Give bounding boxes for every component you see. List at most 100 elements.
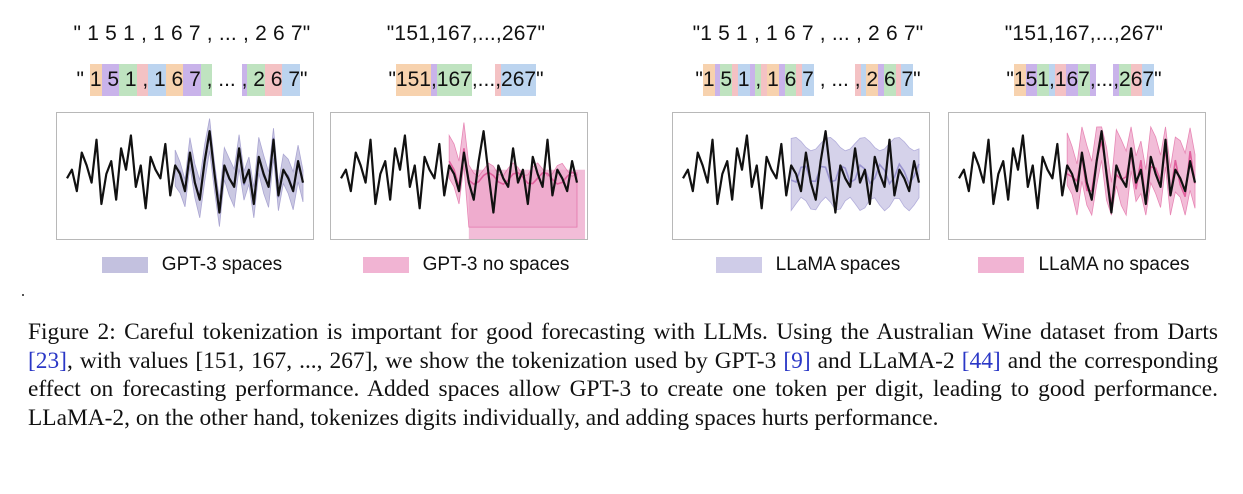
token xyxy=(714,64,721,96)
token: " xyxy=(913,68,921,91)
token: " xyxy=(1006,68,1014,91)
token xyxy=(796,64,803,96)
legend-label: GPT-3 spaces xyxy=(161,254,283,275)
token: , xyxy=(241,64,248,96)
token: 6 xyxy=(165,64,184,96)
caption-text: Careful tokenization is important for go… xyxy=(115,319,1218,345)
token xyxy=(895,64,902,96)
token: " xyxy=(300,68,308,91)
panel-gpt3-no-spaces: "151,167,...,267" " 151, 167,..., 267 " GPT-… xyxy=(326,0,606,290)
token xyxy=(761,64,768,96)
citation-link[interactable]: [23] xyxy=(28,347,67,374)
token-row: "151,167,...,267" xyxy=(326,64,606,96)
token: 1 xyxy=(767,64,779,96)
token: , xyxy=(854,64,861,96)
token: 167 xyxy=(436,64,472,96)
token: ... xyxy=(1095,68,1114,91)
token: 6 xyxy=(264,64,283,96)
forecast-plot xyxy=(672,112,930,240)
panel-gpt3-spaces: " 1 5 1 , 1 6 7 , ... , 2 6 7" " 1 5 1 ,… xyxy=(52,0,332,290)
token: , xyxy=(813,68,826,91)
token: 1 xyxy=(1054,64,1067,96)
token: 7 xyxy=(901,64,914,96)
raw-string: "151,167,...,267" xyxy=(386,22,546,45)
token: 1 xyxy=(89,64,102,96)
legend-label: GPT-3 no spaces xyxy=(422,254,570,275)
token xyxy=(778,64,785,96)
ground-truth-series xyxy=(682,130,921,214)
legend-label: LLaMA spaces xyxy=(775,254,901,275)
token: 1 xyxy=(737,64,750,96)
caption-text: , with values [151, 167, ..., 267], we s… xyxy=(66,347,784,374)
caption-text: and LLaMA-2 xyxy=(810,347,962,374)
token: " xyxy=(76,68,90,91)
token: 7 xyxy=(282,64,300,96)
legend: GPT-3 no spaces xyxy=(326,254,606,276)
citation-link[interactable]: [44] xyxy=(961,347,1001,374)
token: , xyxy=(136,64,149,96)
token: ,... xyxy=(471,68,496,91)
token: 2 xyxy=(866,64,879,96)
forecast-plot xyxy=(948,112,1206,240)
forecast-plot xyxy=(330,112,588,240)
raw-string: "1 5 1 , 1 6 7 , ... , 2 6 7" xyxy=(692,22,924,45)
token: 7 xyxy=(1078,64,1090,96)
token: " xyxy=(536,68,544,91)
token xyxy=(860,64,867,96)
token: 5 xyxy=(720,64,733,96)
legend-label: LLaMA no spaces xyxy=(1038,254,1190,275)
token: 7 xyxy=(1142,64,1155,96)
token: 5 xyxy=(1025,64,1038,96)
token xyxy=(878,64,884,96)
token: 267 xyxy=(501,64,537,96)
token: , xyxy=(1089,64,1096,96)
token: 7 xyxy=(802,64,814,96)
figure-caption: Figure 2: Careful tokenization is import… xyxy=(28,318,1218,432)
token xyxy=(732,64,738,96)
token: , xyxy=(200,64,213,96)
token: ... xyxy=(212,68,242,91)
token: 1 xyxy=(702,64,715,96)
token: 6 xyxy=(784,64,797,96)
token: " xyxy=(388,68,396,91)
panel-llama-no-spaces: "151,167,...,267" " 1 5 1, 1 6 7,..., 2 6 7 " LLaM… xyxy=(944,0,1224,290)
stray-dot xyxy=(22,294,24,296)
token: 1 xyxy=(1013,64,1026,96)
legend-swatch xyxy=(101,257,148,273)
token: 151 xyxy=(395,64,431,96)
token: 2 xyxy=(1119,64,1131,96)
ground-truth-series xyxy=(958,130,1197,214)
raw-string: " 1 5 1 , 1 6 7 , ... , 2 6 7" xyxy=(73,22,311,45)
ground-truth-series xyxy=(66,130,305,214)
token: 6 xyxy=(883,64,896,96)
token: " xyxy=(1154,68,1162,91)
token-row: " 1 5 1 , 1 6 7 , ... , 2 6 7 " xyxy=(668,64,948,96)
legend: LLaMA no spaces xyxy=(944,254,1224,276)
forecast-plot xyxy=(56,112,314,240)
token: " xyxy=(695,68,703,91)
panel-llama-spaces: "1 5 1 , 1 6 7 , ... , 2 6 7" " 1 5 1 , 1… xyxy=(668,0,948,290)
legend-swatch xyxy=(978,257,1025,273)
token xyxy=(749,64,756,96)
token: , xyxy=(495,64,502,96)
caption-text: and the corresponding effect on forecast… xyxy=(28,347,1219,431)
token: 5 xyxy=(101,64,120,96)
token: 1 xyxy=(119,64,137,96)
token: 6 xyxy=(1130,64,1143,96)
token: , xyxy=(755,64,762,96)
token: 7 xyxy=(183,64,201,96)
token: , xyxy=(1048,64,1055,96)
legend: LLaMA spaces xyxy=(668,254,948,276)
citation-link[interactable]: [9] xyxy=(783,347,811,374)
token: 1 xyxy=(1037,64,1049,96)
token: 6 xyxy=(1066,64,1079,96)
token: 2 xyxy=(247,64,265,96)
token: , xyxy=(430,64,437,96)
caption-label: Figure 2: xyxy=(28,319,116,345)
token-row: " 1 5 1 , 1 6 7 , ... , 2 6 7 " xyxy=(52,64,332,96)
raw-string: "151,167,...,267" xyxy=(1004,22,1164,45)
token: , xyxy=(1113,64,1120,96)
legend-swatch xyxy=(715,257,762,273)
legend: GPT-3 spaces xyxy=(52,254,332,276)
